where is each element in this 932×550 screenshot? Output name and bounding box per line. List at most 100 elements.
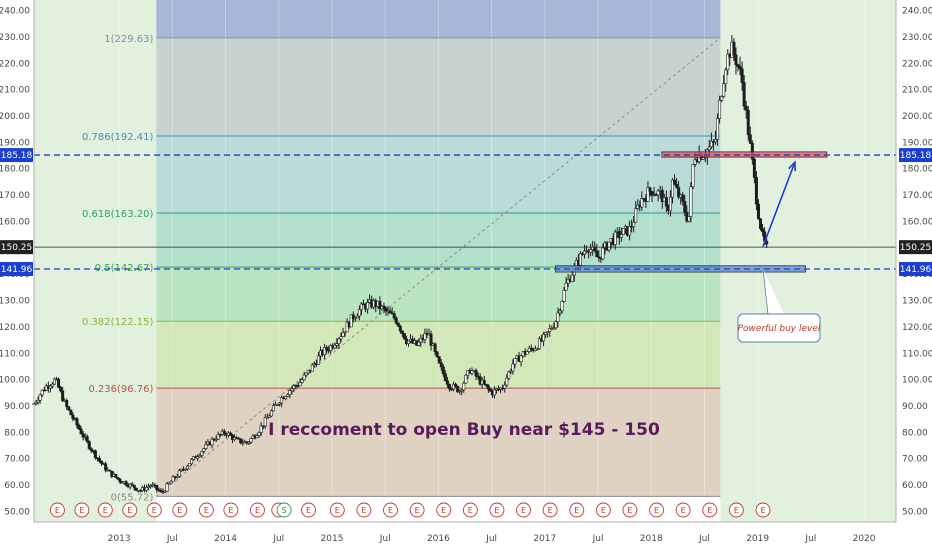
callout[interactable]: Powerful buy level (737, 269, 821, 343)
event-marker-19[interactable] (516, 502, 531, 518)
x-tick-6: 2016 (427, 534, 450, 544)
event-marker-28[interactable] (755, 502, 771, 518)
event-label-25: E (681, 506, 686, 515)
event-label-6: E (204, 506, 209, 515)
candle-body-119 (276, 404, 280, 406)
candle-body-177 (394, 317, 398, 324)
candle-body-323 (693, 159, 697, 165)
arrow-shaft[interactable] (762, 161, 796, 247)
event-marker-24[interactable] (649, 502, 665, 518)
candle-body-127 (292, 385, 296, 389)
event-marker-7[interactable] (223, 502, 239, 518)
event-marker-18[interactable] (489, 502, 505, 518)
candle-body-10 (52, 378, 56, 385)
price-tag-left-1: 150.25 (1, 243, 33, 253)
candle-body-147 (333, 345, 337, 349)
candle-body-260 (564, 282, 568, 291)
event-marker-8[interactable] (250, 502, 265, 518)
y-tick-left-12: 170.00 (0, 191, 30, 201)
candle-body-19 (71, 414, 75, 419)
candle-body-67 (169, 480, 173, 484)
candle-body-337 (722, 83, 726, 97)
candle-body-309 (664, 197, 668, 207)
event-marker-26[interactable] (702, 502, 718, 518)
candle-body-74 (183, 468, 187, 471)
event-marker-17[interactable] (462, 502, 478, 518)
candle-body-13 (59, 387, 63, 392)
candle-body-354 (756, 203, 760, 220)
candle-body-130 (298, 382, 302, 386)
event-label-28: E (760, 506, 765, 515)
y-tick-right-8: 130.00 (902, 297, 932, 307)
candle-body-191 (423, 333, 427, 340)
event-marker-21[interactable] (569, 502, 585, 518)
candle-body-234 (511, 363, 515, 372)
event-marker-12[interactable] (329, 502, 345, 518)
candle-body-32 (97, 458, 101, 462)
event-marker-3[interactable] (122, 502, 138, 518)
event-marker-16[interactable] (436, 502, 452, 518)
arrow-head[interactable] (788, 160, 797, 172)
candle-body-132 (302, 374, 306, 381)
candle-body-353 (754, 177, 758, 205)
candle-body-238 (519, 355, 523, 363)
x-tick-8: 2017 (533, 534, 556, 544)
y-tick-left-5: 100.00 (0, 376, 30, 386)
candle-body-157 (353, 317, 357, 320)
event-marker-14[interactable] (383, 502, 398, 518)
event-marker-4[interactable] (146, 502, 162, 518)
candle-body-343 (734, 54, 738, 66)
candle-body-139 (316, 355, 320, 365)
event-marker-0[interactable] (49, 502, 65, 518)
event-marker-22[interactable] (595, 502, 611, 518)
candle-body-243 (529, 347, 533, 350)
event-marker-27[interactable] (728, 502, 744, 518)
horizontal-lines[interactable] (34, 154, 896, 270)
fib-trend-line-segment (156, 37, 721, 497)
event-marker-15[interactable] (409, 502, 425, 518)
candle-body-55 (145, 487, 149, 491)
candle-body-93 (222, 430, 226, 435)
candle-body-71 (177, 470, 181, 477)
event-marker-5[interactable] (172, 502, 188, 518)
event-marker-20[interactable] (542, 502, 558, 518)
candle-body-121 (280, 397, 284, 404)
annotation[interactable]: I reccoment to open Buy near $145 - 150 (268, 420, 660, 440)
x-tick-3: Jul (272, 534, 284, 544)
candle-body-317 (681, 194, 685, 202)
event-marker-2[interactable] (97, 502, 113, 518)
target-arrow[interactable] (762, 160, 797, 247)
candle-body-346 (740, 68, 744, 83)
candle-body-350 (748, 134, 752, 144)
candle-body-24 (81, 433, 85, 438)
candle-body-339 (726, 54, 730, 71)
candle-body-66 (167, 482, 171, 485)
callout-box[interactable] (737, 313, 821, 343)
x-tick-10: 2018 (640, 534, 663, 544)
candle-body-178 (396, 322, 400, 327)
event-marker-1[interactable] (74, 502, 90, 518)
candle-body-349 (746, 109, 750, 136)
candle-body-22 (77, 424, 81, 430)
candle-body-106 (249, 438, 253, 443)
event-label-27: E (734, 506, 739, 515)
event-label-20: E (548, 506, 553, 515)
event-label-16: E (441, 506, 446, 515)
event-marker-11[interactable] (301, 502, 317, 518)
candle-body-263 (570, 274, 574, 282)
candle-body-311 (668, 196, 672, 212)
candle-body-4 (40, 389, 44, 396)
fib-label-4: 0.382(122.15) (82, 317, 154, 328)
candle-body-80 (196, 456, 200, 459)
event-markers[interactable]: EEEEEEEEEESEEEEEEEEEEEEEEEEEE (49, 502, 771, 518)
event-marker-10[interactable] (276, 502, 292, 518)
candle-body-231 (505, 377, 509, 386)
event-marker-23[interactable] (622, 502, 638, 518)
candle-body-206 (454, 383, 458, 387)
candle-body-142 (323, 347, 327, 355)
event-marker-6[interactable] (198, 502, 214, 518)
event-marker-13[interactable] (356, 502, 372, 518)
event-marker-25[interactable] (675, 502, 691, 518)
